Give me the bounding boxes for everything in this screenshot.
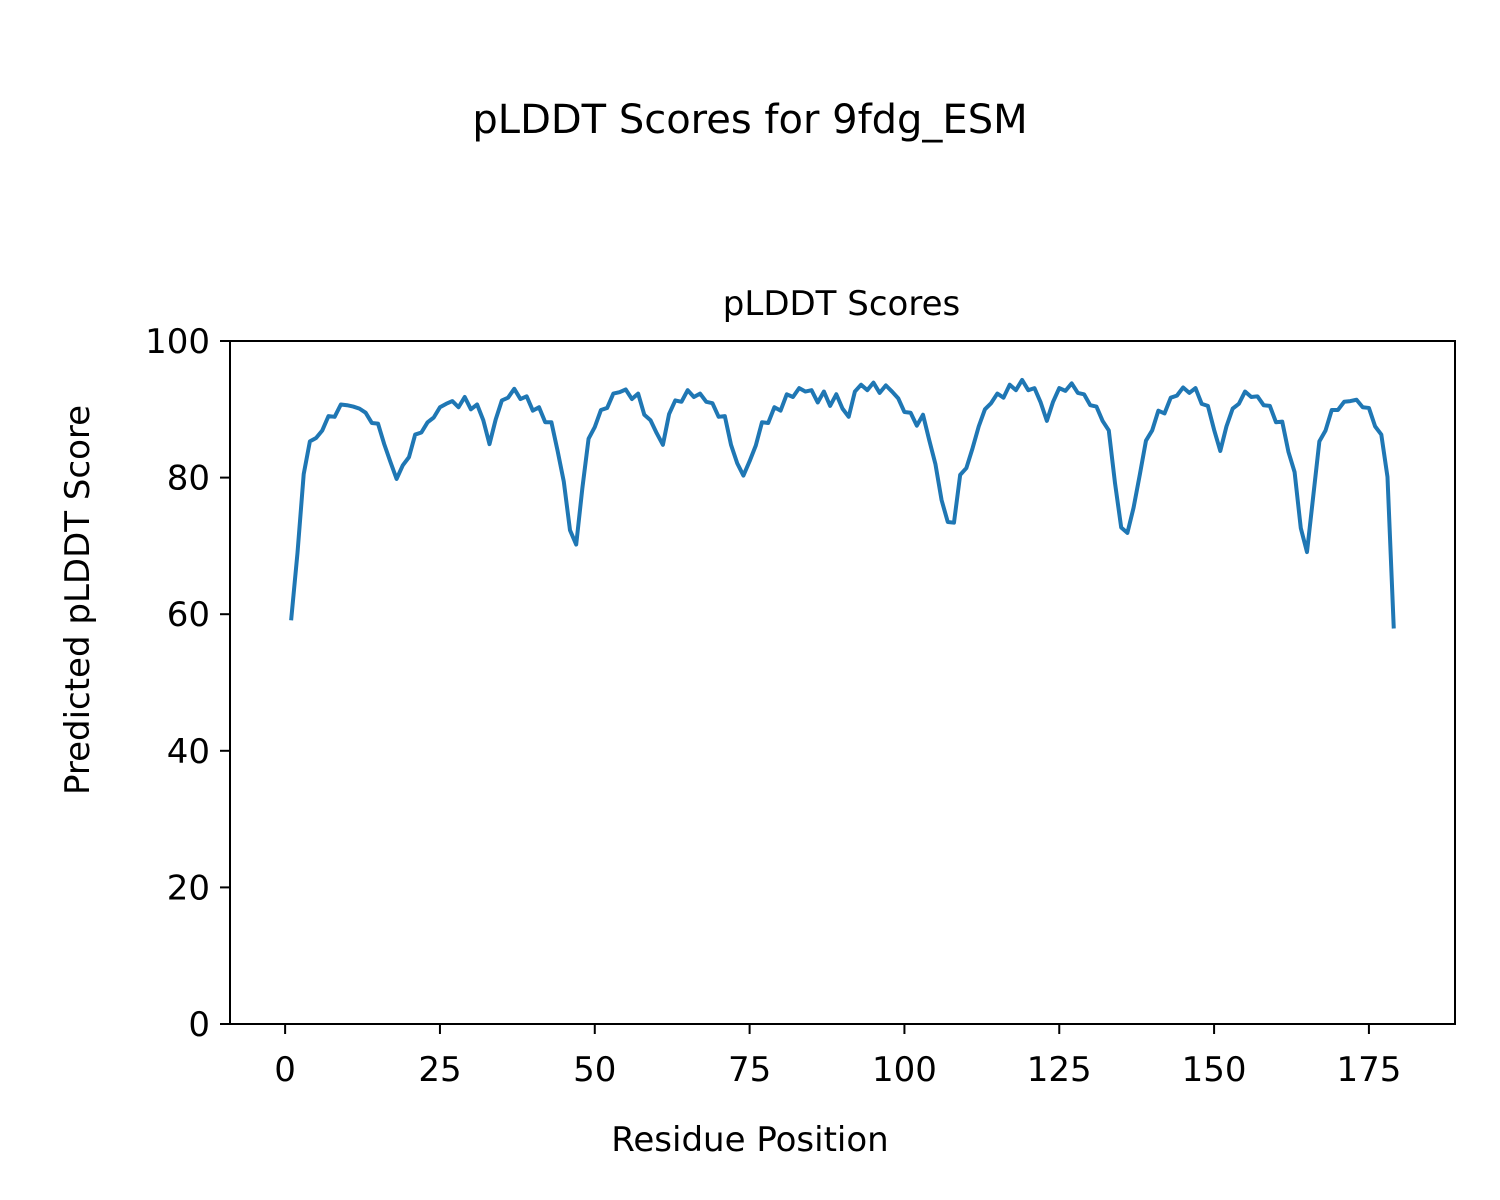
x-tick-label: 175 bbox=[1336, 1050, 1401, 1090]
x-axis-ticks: 0 25 50 75 100 125 150 175 bbox=[274, 1024, 1401, 1090]
y-tick-label: 0 bbox=[188, 1005, 210, 1045]
x-tick-label: 75 bbox=[728, 1050, 771, 1090]
y-tick-label: 20 bbox=[167, 868, 210, 908]
figure-suptitle: pLDDT Scores for 9fdg_ESM bbox=[472, 97, 1027, 143]
y-tick-label: 100 bbox=[145, 322, 210, 362]
plddt-line bbox=[289, 377, 1396, 629]
axes-title: pLDDT Scores bbox=[723, 284, 960, 324]
y-axis-label: Predicted pLDDT Score bbox=[58, 405, 98, 795]
x-tick-label: 150 bbox=[1182, 1050, 1247, 1090]
x-tick-label: 25 bbox=[418, 1050, 461, 1090]
x-tick-label: 125 bbox=[1027, 1050, 1092, 1090]
y-tick-label: 40 bbox=[167, 732, 210, 772]
y-tick-label: 80 bbox=[167, 459, 210, 499]
plot-area-frame bbox=[229, 340, 1456, 1025]
y-tick-label: 60 bbox=[167, 595, 210, 635]
x-axis-label: Residue Position bbox=[611, 1120, 888, 1160]
y-axis-ticks: 0 20 40 60 80 100 bbox=[145, 322, 230, 1045]
x-tick-label: 100 bbox=[872, 1050, 937, 1090]
x-tick-label: 50 bbox=[573, 1050, 616, 1090]
x-tick-label: 0 bbox=[274, 1050, 296, 1090]
